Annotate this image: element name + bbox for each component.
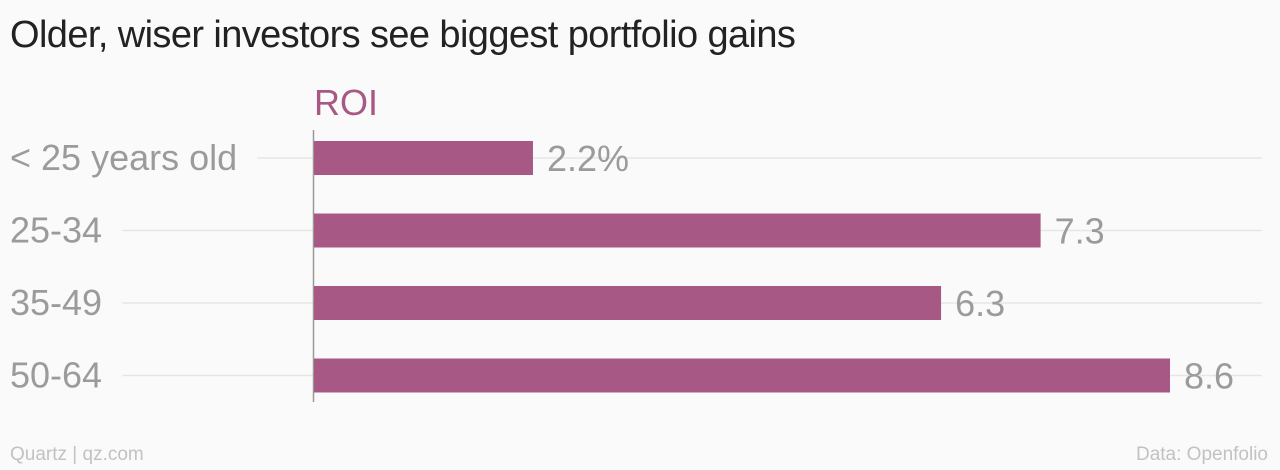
bar <box>314 358 1170 393</box>
bar <box>314 141 533 175</box>
footer-credit: Quartz | qz.com <box>10 444 144 465</box>
series-label: ROI <box>314 82 379 123</box>
value-label: 7.3 <box>1055 211 1105 252</box>
chart-title: Older, wiser investors see biggest portf… <box>10 14 796 56</box>
bar <box>314 213 1041 248</box>
value-label: 8.6 <box>1184 356 1234 397</box>
value-label: 2.2% <box>547 138 629 179</box>
value-label: 6.3 <box>955 283 1005 324</box>
category-label: 25-34 <box>10 210 102 251</box>
bar <box>314 286 942 320</box>
category-label: 50-64 <box>10 355 102 396</box>
footer-source: Data: Openfolio <box>1135 444 1268 465</box>
category-label: 35-49 <box>10 282 102 323</box>
bar-chart: < 25 years old 2.2% 25-34 7.3 35-49 6.3 50-64 8… <box>10 130 1262 402</box>
category-label: < 25 years old <box>10 137 237 178</box>
